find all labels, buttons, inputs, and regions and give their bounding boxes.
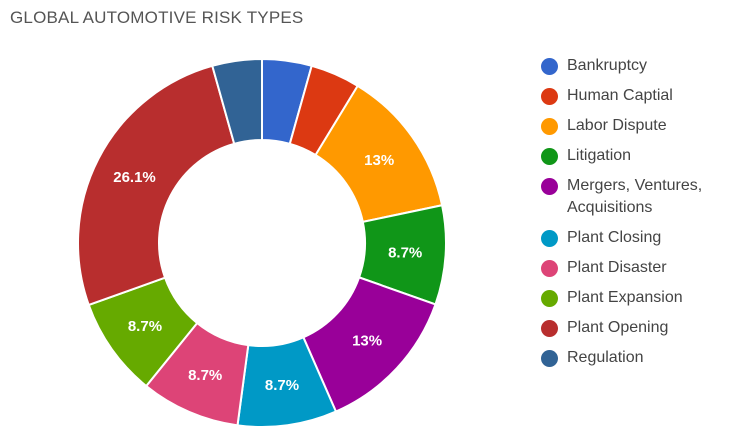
legend-label: Human Captial: [567, 87, 673, 104]
legend-item-plant-expansion[interactable]: Plant Expansion: [541, 287, 740, 309]
legend-swatch: [541, 178, 558, 195]
donut-slices: [77, 57, 447, 428]
legend-swatch: [541, 118, 558, 135]
legend-item-bankruptcy[interactable]: Bankruptcy: [541, 55, 740, 77]
legend-swatch: [541, 260, 558, 277]
slice-plant-opening[interactable]: [77, 64, 236, 307]
legend-label: Bankruptcy: [567, 57, 648, 74]
legend-item-plant-disaster[interactable]: Plant Disaster: [541, 257, 740, 279]
data-label-plant-opening: 26.1%: [113, 169, 156, 186]
legend-swatch: [541, 88, 558, 105]
legend-label: Litigation: [567, 147, 632, 164]
legend-swatch: [541, 58, 558, 75]
legend-label: Plant Opening: [567, 319, 669, 336]
legend-item-litigation[interactable]: Litigation: [541, 145, 740, 167]
legend-swatch: [541, 350, 558, 367]
legend-swatch: [541, 290, 558, 307]
legend-item-plant-opening[interactable]: Plant Opening: [541, 317, 740, 339]
slice-regulation[interactable]: [211, 57, 263, 146]
data-label-litigation: 8.7%: [388, 245, 422, 262]
legend-item-human-captial[interactable]: Human Captial: [541, 85, 740, 107]
data-label-mergers-ventures-acquisitions: 13%: [352, 333, 382, 350]
legend-label: Plant Expansion: [567, 289, 683, 306]
data-label-plant-expansion: 8.7%: [128, 318, 162, 335]
data-label-labor-dispute: 13%: [364, 152, 394, 169]
legend-swatch: [541, 320, 558, 337]
legend-label: Regulation: [567, 349, 644, 366]
slice-labels: 13% 8.7% 13% 8.7% 8.7% 8.7% 26.1%: [113, 152, 422, 394]
legend-label: Plant Disaster: [567, 259, 667, 276]
legend-label: Plant Closing: [567, 229, 662, 246]
legend-swatch: [541, 148, 558, 165]
legend: Bankruptcy Human Captial Labor Dispute Liti…: [541, 55, 740, 377]
data-label-plant-disaster: 8.7%: [188, 367, 222, 384]
legend-swatch: [541, 230, 558, 247]
legend-label: Labor Dispute: [567, 117, 667, 134]
data-label-plant-closing: 8.7%: [265, 377, 299, 394]
legend-item-regulation[interactable]: Regulation: [541, 347, 740, 369]
chart-title: GLOBAL AUTOMOTIVE RISK TYPES: [10, 8, 304, 27]
legend-item-labor-dispute[interactable]: Labor Dispute: [541, 115, 740, 137]
legend-item-mergers-ventures-acquisitions[interactable]: Mergers, Ventures, Acquisitions: [541, 175, 740, 219]
legend-label: Mergers, Ventures, Acquisitions: [567, 177, 703, 216]
legend-item-plant-closing[interactable]: Plant Closing: [541, 227, 740, 249]
